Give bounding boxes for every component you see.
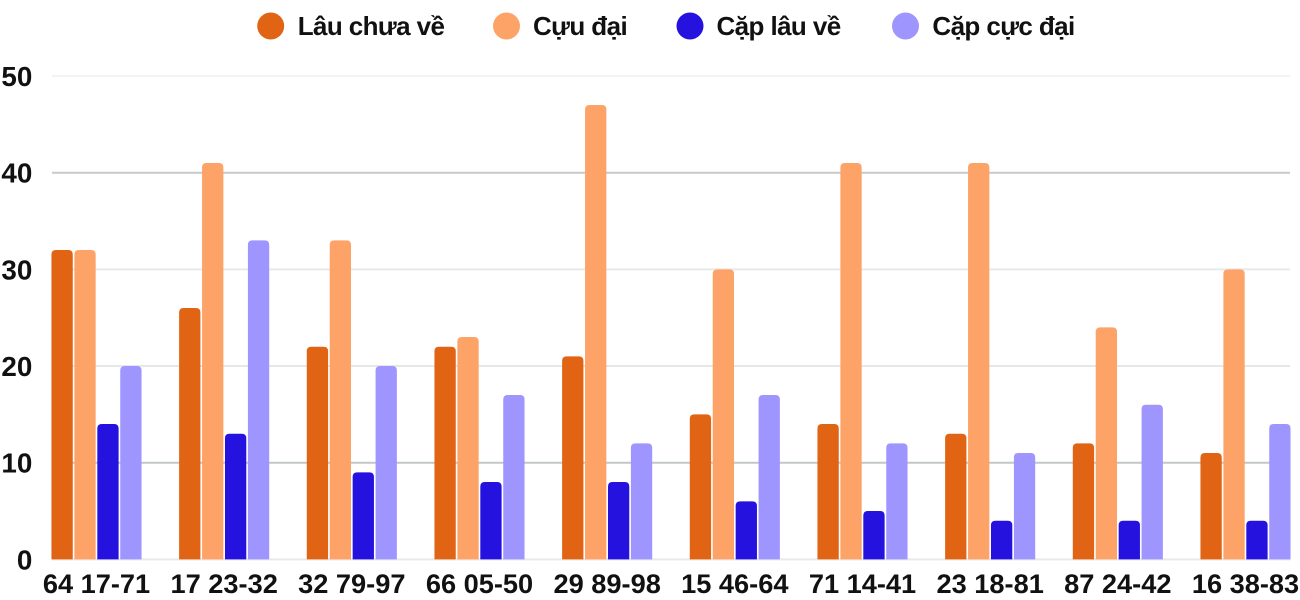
- svg-text:Cựu đại: Cựu đại: [533, 11, 627, 41]
- svg-text:30: 30: [1, 254, 32, 285]
- svg-text:Cặp cực đại: Cặp cực đại: [932, 11, 1074, 41]
- svg-text:23 18-81: 23 18-81: [937, 568, 1044, 599]
- svg-text:Cặp lâu về: Cặp lâu về: [717, 11, 841, 41]
- svg-text:66 05-50: 66 05-50: [426, 568, 533, 599]
- svg-text:16 38-83: 16 38-83: [1192, 568, 1299, 599]
- svg-text:50: 50: [1, 61, 32, 92]
- svg-text:29 89-98: 29 89-98: [554, 568, 661, 599]
- svg-text:32 79-97: 32 79-97: [298, 568, 405, 599]
- svg-text:71 14-41: 71 14-41: [809, 568, 916, 599]
- svg-text:15 46-64: 15 46-64: [681, 568, 788, 599]
- svg-text:Lâu chưa về: Lâu chưa về: [298, 11, 445, 41]
- svg-text:20: 20: [1, 351, 32, 382]
- svg-text:64 17-71: 64 17-71: [43, 568, 150, 599]
- svg-text:40: 40: [1, 158, 32, 189]
- svg-text:10: 10: [1, 448, 32, 479]
- svg-text:87 24-42: 87 24-42: [1064, 568, 1171, 599]
- svg-text:0: 0: [17, 544, 32, 575]
- svg-text:17 23-32: 17 23-32: [171, 568, 278, 599]
